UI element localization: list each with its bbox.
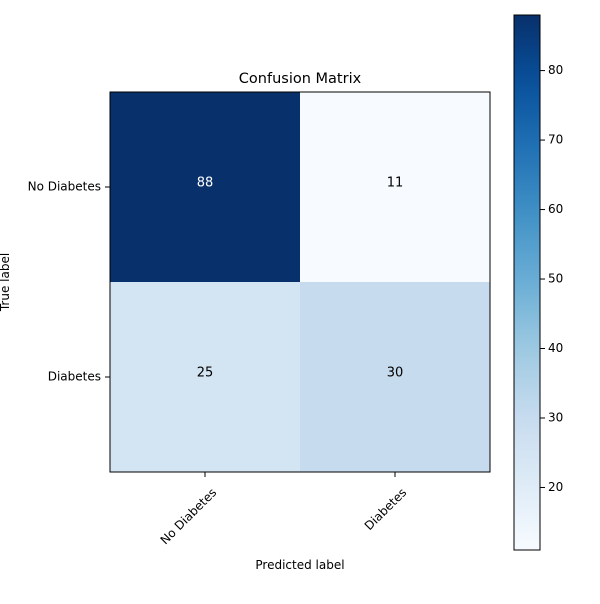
heatmap-cell-labels: 88 11 25 30 — [197, 176, 404, 381]
x-axis-label: Predicted label — [255, 558, 344, 572]
cell-value-label: 25 — [197, 366, 214, 381]
heatmap-cell — [300, 92, 490, 282]
colorbar-ticks: 20 30 40 50 60 70 80 — [540, 63, 563, 494]
y-tick-label: Diabetes — [48, 370, 101, 384]
cell-value-label: 30 — [387, 366, 404, 381]
y-axis-ticks: No Diabetes Diabetes — [28, 180, 110, 384]
x-tick-label: Diabetes — [362, 485, 410, 533]
colorbar-frame — [513, 14, 541, 551]
colorbar: 20 30 40 50 60 70 80 — [513, 14, 563, 551]
chart-title: Confusion Matrix — [239, 71, 362, 87]
colorbar-tick-label: 80 — [548, 63, 563, 77]
colorbar-tick-label: 50 — [548, 272, 563, 286]
x-axis-ticks: No Diabetes Diabetes — [158, 472, 410, 547]
heatmap-cell — [110, 92, 300, 282]
cell-value-label: 88 — [197, 176, 214, 191]
heatmap-cell — [110, 282, 300, 472]
colorbar-tick-label: 20 — [548, 480, 563, 494]
x-tick-label: No Diabetes — [158, 485, 220, 547]
colorbar-tick-label: 30 — [548, 410, 563, 424]
colorbar-tick-label: 60 — [548, 202, 563, 216]
heatmap-cell — [300, 282, 490, 472]
plot-frame — [109, 91, 491, 473]
cell-value-label: 11 — [387, 176, 404, 191]
colorbar-tick-label: 70 — [548, 133, 563, 147]
y-tick-label: No Diabetes — [28, 180, 101, 194]
y-axis-label: True label — [0, 253, 12, 312]
heatmap-cells — [110, 92, 490, 472]
colorbar-gradient — [514, 15, 540, 550]
colorbar-tick-label: 40 — [548, 341, 563, 355]
